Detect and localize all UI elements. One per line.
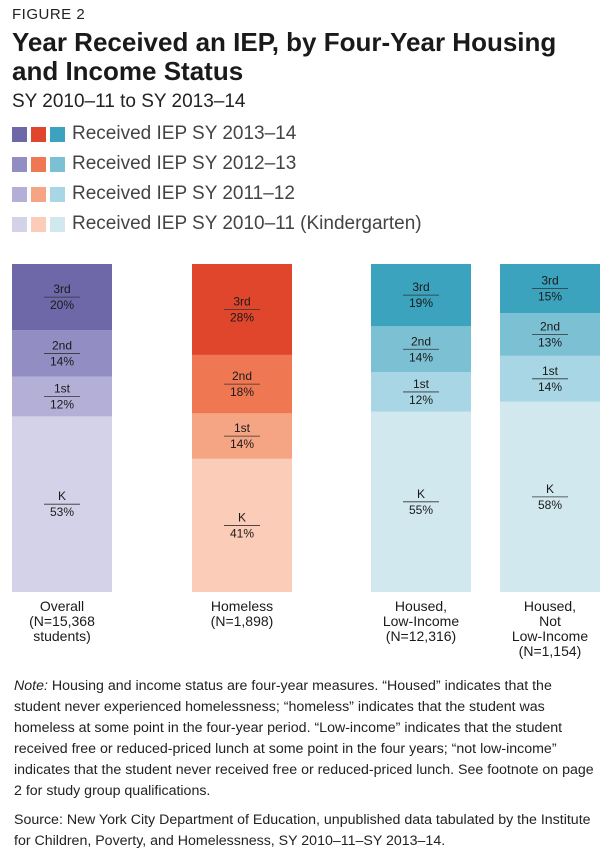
legend-item: Received IEP SY 2010–11 (Kindergarten) — [12, 209, 422, 239]
category-label: Housed, — [524, 598, 576, 614]
segment-value-label: 12% — [409, 393, 433, 407]
segment-grade-label: K — [58, 489, 66, 503]
segment-grade-label: 3rd — [412, 280, 429, 294]
legend-swatch — [31, 216, 46, 232]
legend-item: Received IEP SY 2012–13 — [12, 149, 422, 179]
segment-grade-label: K — [417, 487, 425, 501]
legend-swatch — [12, 216, 27, 232]
segment-value-label: 20% — [50, 298, 74, 312]
segment-value-label: 12% — [50, 398, 74, 412]
segment-grade-label: K — [238, 510, 246, 524]
legend-item: Received IEP SY 2011–12 — [12, 179, 422, 209]
segment-value-label: 15% — [538, 290, 562, 304]
segment-grade-label: 1st — [54, 382, 71, 396]
segment-grade-label: 2nd — [411, 334, 431, 348]
segment-value-label: 41% — [230, 526, 254, 540]
segment-value-label: 53% — [50, 505, 74, 519]
legend-label: Received IEP SY 2013–14 — [72, 123, 297, 144]
segment-value-label: 14% — [409, 350, 433, 364]
category-label: (N=15,368 — [29, 613, 95, 629]
category-label: Low-Income — [383, 613, 459, 629]
segment-grade-label: 1st — [542, 364, 559, 378]
chart-subtitle: SY 2010–11 to SY 2013–14 — [12, 91, 246, 112]
stacked-bar-chart: K 53% 1st 12% 2nd 14% 3rd 20% Overall(N=15,368st… — [12, 264, 600, 659]
segment-grade-label: 2nd — [52, 338, 72, 352]
legend-swatch — [12, 126, 27, 142]
segment-value-label: 18% — [230, 385, 254, 399]
segment-grade-label: 2nd — [540, 320, 560, 334]
segment-grade-label: K — [546, 482, 554, 496]
legend-swatch — [12, 156, 27, 172]
segment-value-label: 55% — [409, 503, 433, 517]
category-label: Low-Income — [512, 628, 588, 644]
category-label: (N=12,316) — [386, 628, 456, 644]
segment-value-label: 19% — [409, 296, 433, 310]
legend-swatch — [31, 186, 46, 202]
segment-value-label: 14% — [538, 380, 562, 394]
segment-grade-label: 3rd — [541, 274, 558, 288]
legend-swatch — [50, 186, 65, 202]
figure-label: FIGURE 2 — [12, 6, 86, 23]
legend-swatch — [12, 186, 27, 202]
category-label: Overall — [40, 598, 84, 614]
legend-label: Received IEP SY 2011–12 — [72, 183, 295, 204]
segment-grade-label: 3rd — [53, 282, 70, 296]
category-label: (N=1,154) — [519, 643, 582, 659]
chart-note: Note: Housing and income status are four… — [14, 676, 599, 802]
legend-swatch — [50, 156, 65, 172]
legend: Received IEP SY 2013–14 Received IEP SY … — [12, 119, 422, 239]
legend-swatch — [50, 126, 65, 142]
segment-value-label: 28% — [230, 310, 254, 324]
chart-source: Source: New York City Department of Educ… — [14, 812, 591, 849]
note-lead: Note: — [14, 678, 48, 694]
category-label: (N=1,898) — [211, 613, 274, 629]
bar-group: K 41% 1st 14% 2nd 18% 3rd 28% Homeless(N=1,898) — [192, 264, 292, 629]
segment-value-label: 14% — [230, 437, 254, 451]
category-label: Homeless — [211, 598, 273, 614]
category-label: students) — [33, 628, 91, 644]
bar-group: K 53% 1st 12% 2nd 14% 3rd 20% Overall(N=15,368st… — [12, 264, 112, 644]
bar-group: K 58% 1st 14% 2nd 13% 3rd 15% Housed,NotLow-Inco… — [500, 264, 600, 659]
category-label: Housed, — [395, 598, 447, 614]
segment-grade-label: 2nd — [232, 369, 252, 383]
legend-item: Received IEP SY 2013–14 — [12, 119, 422, 149]
note-text: Housing and income status are four-year … — [14, 678, 594, 799]
legend-swatch — [50, 216, 65, 232]
legend-swatch — [31, 126, 46, 142]
segment-grade-label: 1st — [234, 421, 251, 435]
legend-swatch — [31, 156, 46, 172]
segment-value-label: 14% — [50, 354, 74, 368]
legend-label: Received IEP SY 2010–11 (Kindergarten) — [72, 213, 422, 234]
segment-grade-label: 3rd — [233, 294, 250, 308]
bar-group: K 55% 1st 12% 2nd 14% 3rd 19% Housed,Low-Income(… — [371, 264, 471, 644]
category-label: Not — [539, 613, 561, 629]
legend-label: Received IEP SY 2012–13 — [72, 153, 297, 174]
segment-value-label: 58% — [538, 498, 562, 512]
chart-title: Year Received an IEP, by Four-Year Housi… — [12, 27, 557, 86]
segment-value-label: 13% — [538, 336, 562, 350]
segment-grade-label: 1st — [413, 377, 430, 391]
